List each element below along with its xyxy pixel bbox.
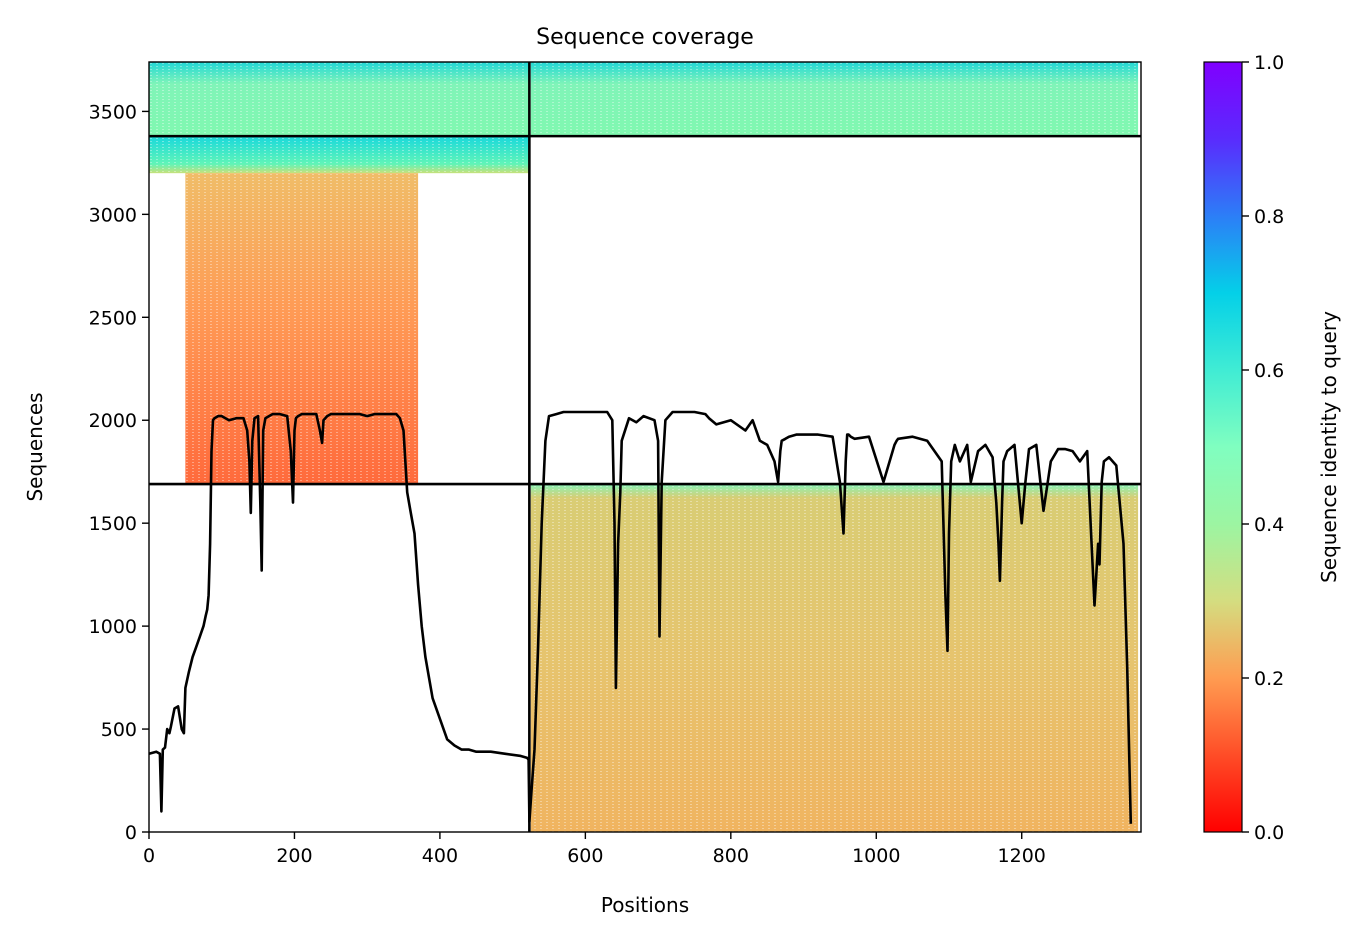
colorbar-tick-label: 0.0 (1254, 822, 1284, 844)
coverage-line-layer (148, 410, 1133, 824)
colorbar-tick-label: 1.0 (1254, 52, 1284, 74)
y-tick-label: 1000 (89, 616, 137, 638)
y-tick-label: 1500 (89, 513, 137, 535)
y-tick-label: 500 (101, 719, 137, 741)
coverage-line (148, 410, 1133, 824)
msa-block-texture-3 (530, 484, 1139, 832)
y-tick-label: 3500 (89, 101, 137, 123)
colorbar-gradient (1203, 61, 1243, 833)
colorbar-ticks: 0.0 0.2 0.4 0.6 0.8 1.0 (1242, 52, 1284, 844)
y-tick-label: 2500 (89, 307, 137, 329)
colorbar: 0.0 0.2 0.4 0.6 0.8 1.0 Sequence identity to … (1203, 52, 1341, 844)
x-tick-label: 600 (567, 845, 603, 867)
y-tick-label: 3000 (89, 204, 137, 226)
msa-blocks (149, 62, 1139, 832)
msa-block-texture-2 (185, 173, 419, 485)
x-axis: 0 200 400 600 800 1000 1200 (143, 832, 1046, 867)
x-tick-label: 1200 (998, 845, 1046, 867)
colorbar-tick-label: 0.6 (1254, 360, 1284, 382)
x-tick-label: 200 (276, 845, 312, 867)
plot-area (148, 61, 1142, 833)
chain-boundaries (149, 62, 1141, 832)
colorbar-tick-label: 0.8 (1254, 206, 1284, 228)
y-axis: 0 500 1000 1500 2000 2500 3000 3500 (89, 101, 149, 844)
y-axis-label: Sequences (23, 392, 47, 501)
msa-block-texture-5 (530, 62, 1139, 137)
y-tick-label: 0 (125, 822, 137, 844)
colorbar-tick-label: 0.2 (1254, 668, 1284, 690)
x-axis-label: Positions (601, 893, 689, 917)
x-tick-label: 0 (143, 845, 155, 867)
x-tick-label: 400 (422, 845, 458, 867)
x-tick-label: 800 (713, 845, 749, 867)
msa-block-texture-1 (149, 136, 530, 174)
plot-frame (148, 61, 1142, 833)
colorbar-tick-label: 0.4 (1254, 514, 1284, 536)
x-tick-label: 1000 (852, 845, 900, 867)
msa-block-texture-4 (149, 62, 530, 137)
colorbar-label: Sequence identity to query (1317, 311, 1341, 583)
y-tick-label: 2000 (89, 410, 137, 432)
chart-title: Sequence coverage (536, 25, 754, 50)
